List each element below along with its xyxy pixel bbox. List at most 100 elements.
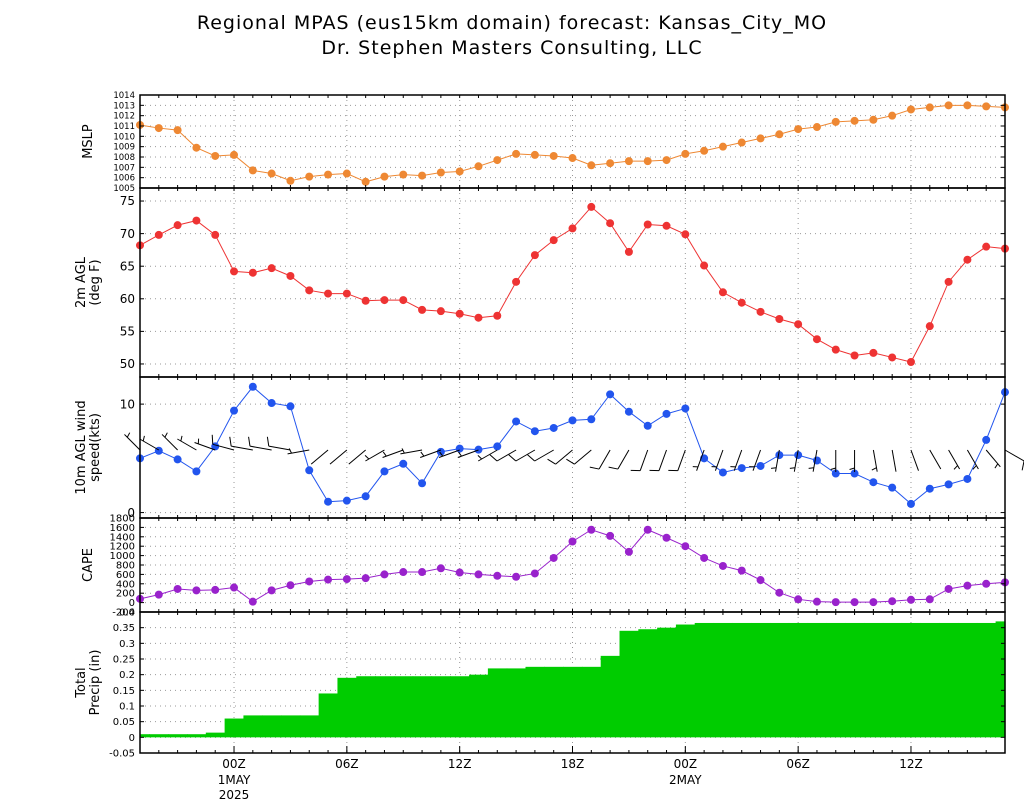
data-point bbox=[794, 451, 803, 460]
data-point bbox=[474, 162, 483, 171]
data-point bbox=[512, 277, 521, 286]
data-point bbox=[267, 264, 276, 273]
y-axis-label: MSLP bbox=[81, 124, 96, 159]
wind-barb bbox=[749, 449, 762, 471]
data-point bbox=[756, 134, 765, 143]
data-point bbox=[568, 224, 577, 233]
data-point bbox=[248, 382, 257, 391]
precip-bar bbox=[299, 715, 320, 738]
precip-bar bbox=[224, 718, 245, 738]
chart-title: Regional MPAS (eus15km domain) forecast:… bbox=[196, 12, 828, 34]
data-point bbox=[154, 124, 163, 133]
data-point bbox=[906, 358, 915, 367]
precip-bar bbox=[882, 622, 903, 738]
data-point bbox=[700, 553, 709, 562]
y-tick-label: 0.3 bbox=[119, 639, 135, 650]
data-point bbox=[493, 442, 502, 451]
data-point bbox=[399, 296, 408, 305]
y-tick-label: 0.1 bbox=[119, 702, 135, 713]
wind-barb-shaft bbox=[891, 449, 897, 472]
wind-barb-flag bbox=[849, 467, 855, 470]
data-point bbox=[925, 322, 934, 331]
wind-barb bbox=[891, 449, 897, 472]
data-point bbox=[493, 571, 502, 580]
precip-bar bbox=[337, 677, 357, 738]
wind-barb-shaft bbox=[617, 449, 630, 470]
y-axis-label: (deg F) bbox=[88, 259, 103, 305]
wind-barb-shaft bbox=[496, 449, 517, 462]
data-point bbox=[718, 288, 727, 297]
precip-bar bbox=[375, 676, 395, 738]
data-point bbox=[530, 427, 539, 436]
precip-bar bbox=[845, 622, 865, 738]
y-tick-label: 200 bbox=[116, 589, 135, 600]
x-tick-label: 12Z bbox=[448, 757, 472, 771]
data-point bbox=[211, 230, 220, 239]
data-point bbox=[248, 597, 257, 606]
wind-barb-shaft bbox=[177, 438, 197, 451]
precip-bar bbox=[525, 666, 545, 738]
data-point bbox=[399, 568, 408, 577]
precip-bar bbox=[563, 666, 583, 738]
data-point bbox=[700, 261, 709, 270]
precip-bar bbox=[751, 622, 771, 738]
wind-barb-shaft bbox=[212, 443, 235, 451]
wind-barb bbox=[649, 449, 667, 472]
data-point bbox=[436, 307, 445, 316]
data-point bbox=[643, 525, 652, 534]
data-point bbox=[568, 154, 577, 163]
data-point bbox=[380, 172, 389, 181]
data-point bbox=[982, 435, 991, 444]
data-point bbox=[549, 151, 558, 160]
data-point bbox=[324, 497, 333, 506]
data-point bbox=[361, 296, 370, 305]
data-point bbox=[530, 251, 539, 260]
precip-bar bbox=[149, 734, 169, 738]
data-point bbox=[624, 547, 633, 556]
precip-bar bbox=[243, 715, 263, 738]
precip-bar bbox=[807, 622, 827, 738]
wind-barb bbox=[929, 449, 942, 470]
x-tick-label: 12Z bbox=[899, 757, 923, 771]
data-point bbox=[643, 421, 652, 430]
wind-barb bbox=[438, 449, 460, 458]
precip-bar bbox=[140, 734, 151, 738]
y-tick-label: 0.2 bbox=[119, 670, 135, 681]
wind-barb bbox=[400, 448, 423, 455]
wind-barb-shaft bbox=[948, 449, 961, 470]
wind-barb bbox=[948, 449, 961, 470]
data-point bbox=[944, 101, 953, 110]
data-point bbox=[944, 584, 953, 593]
precip-bar bbox=[318, 693, 339, 738]
data-point bbox=[606, 390, 615, 399]
wind-barb-flag bbox=[288, 448, 292, 454]
data-point bbox=[831, 117, 840, 126]
precip-bar bbox=[901, 622, 921, 738]
data-point bbox=[906, 105, 915, 114]
data-point bbox=[681, 230, 690, 239]
wind-barb-flag bbox=[248, 436, 251, 447]
data-point bbox=[982, 242, 991, 251]
data-point bbox=[850, 469, 859, 478]
precip-bar bbox=[788, 622, 809, 738]
data-point bbox=[794, 595, 803, 604]
data-point bbox=[530, 150, 539, 159]
data-point bbox=[662, 156, 671, 165]
data-point bbox=[342, 289, 351, 298]
data-point bbox=[624, 407, 633, 416]
precip-bar bbox=[506, 668, 527, 738]
wind-barb-flag bbox=[953, 465, 958, 470]
precip-bar bbox=[469, 674, 489, 738]
data-point bbox=[267, 586, 276, 595]
chart-subtitle: Dr. Stephen Masters Consulting, LLC bbox=[321, 37, 703, 59]
wind-barb-flag bbox=[364, 455, 370, 460]
y-tick-label: 1800 bbox=[110, 514, 135, 525]
wind-barb-flag bbox=[126, 432, 131, 438]
precip-bar bbox=[657, 627, 677, 738]
wind-barb-flag bbox=[527, 454, 535, 462]
data-point bbox=[775, 314, 784, 323]
wind-barb-flag bbox=[229, 436, 232, 447]
data-point bbox=[756, 307, 765, 316]
wind-barb-shaft bbox=[598, 449, 611, 470]
